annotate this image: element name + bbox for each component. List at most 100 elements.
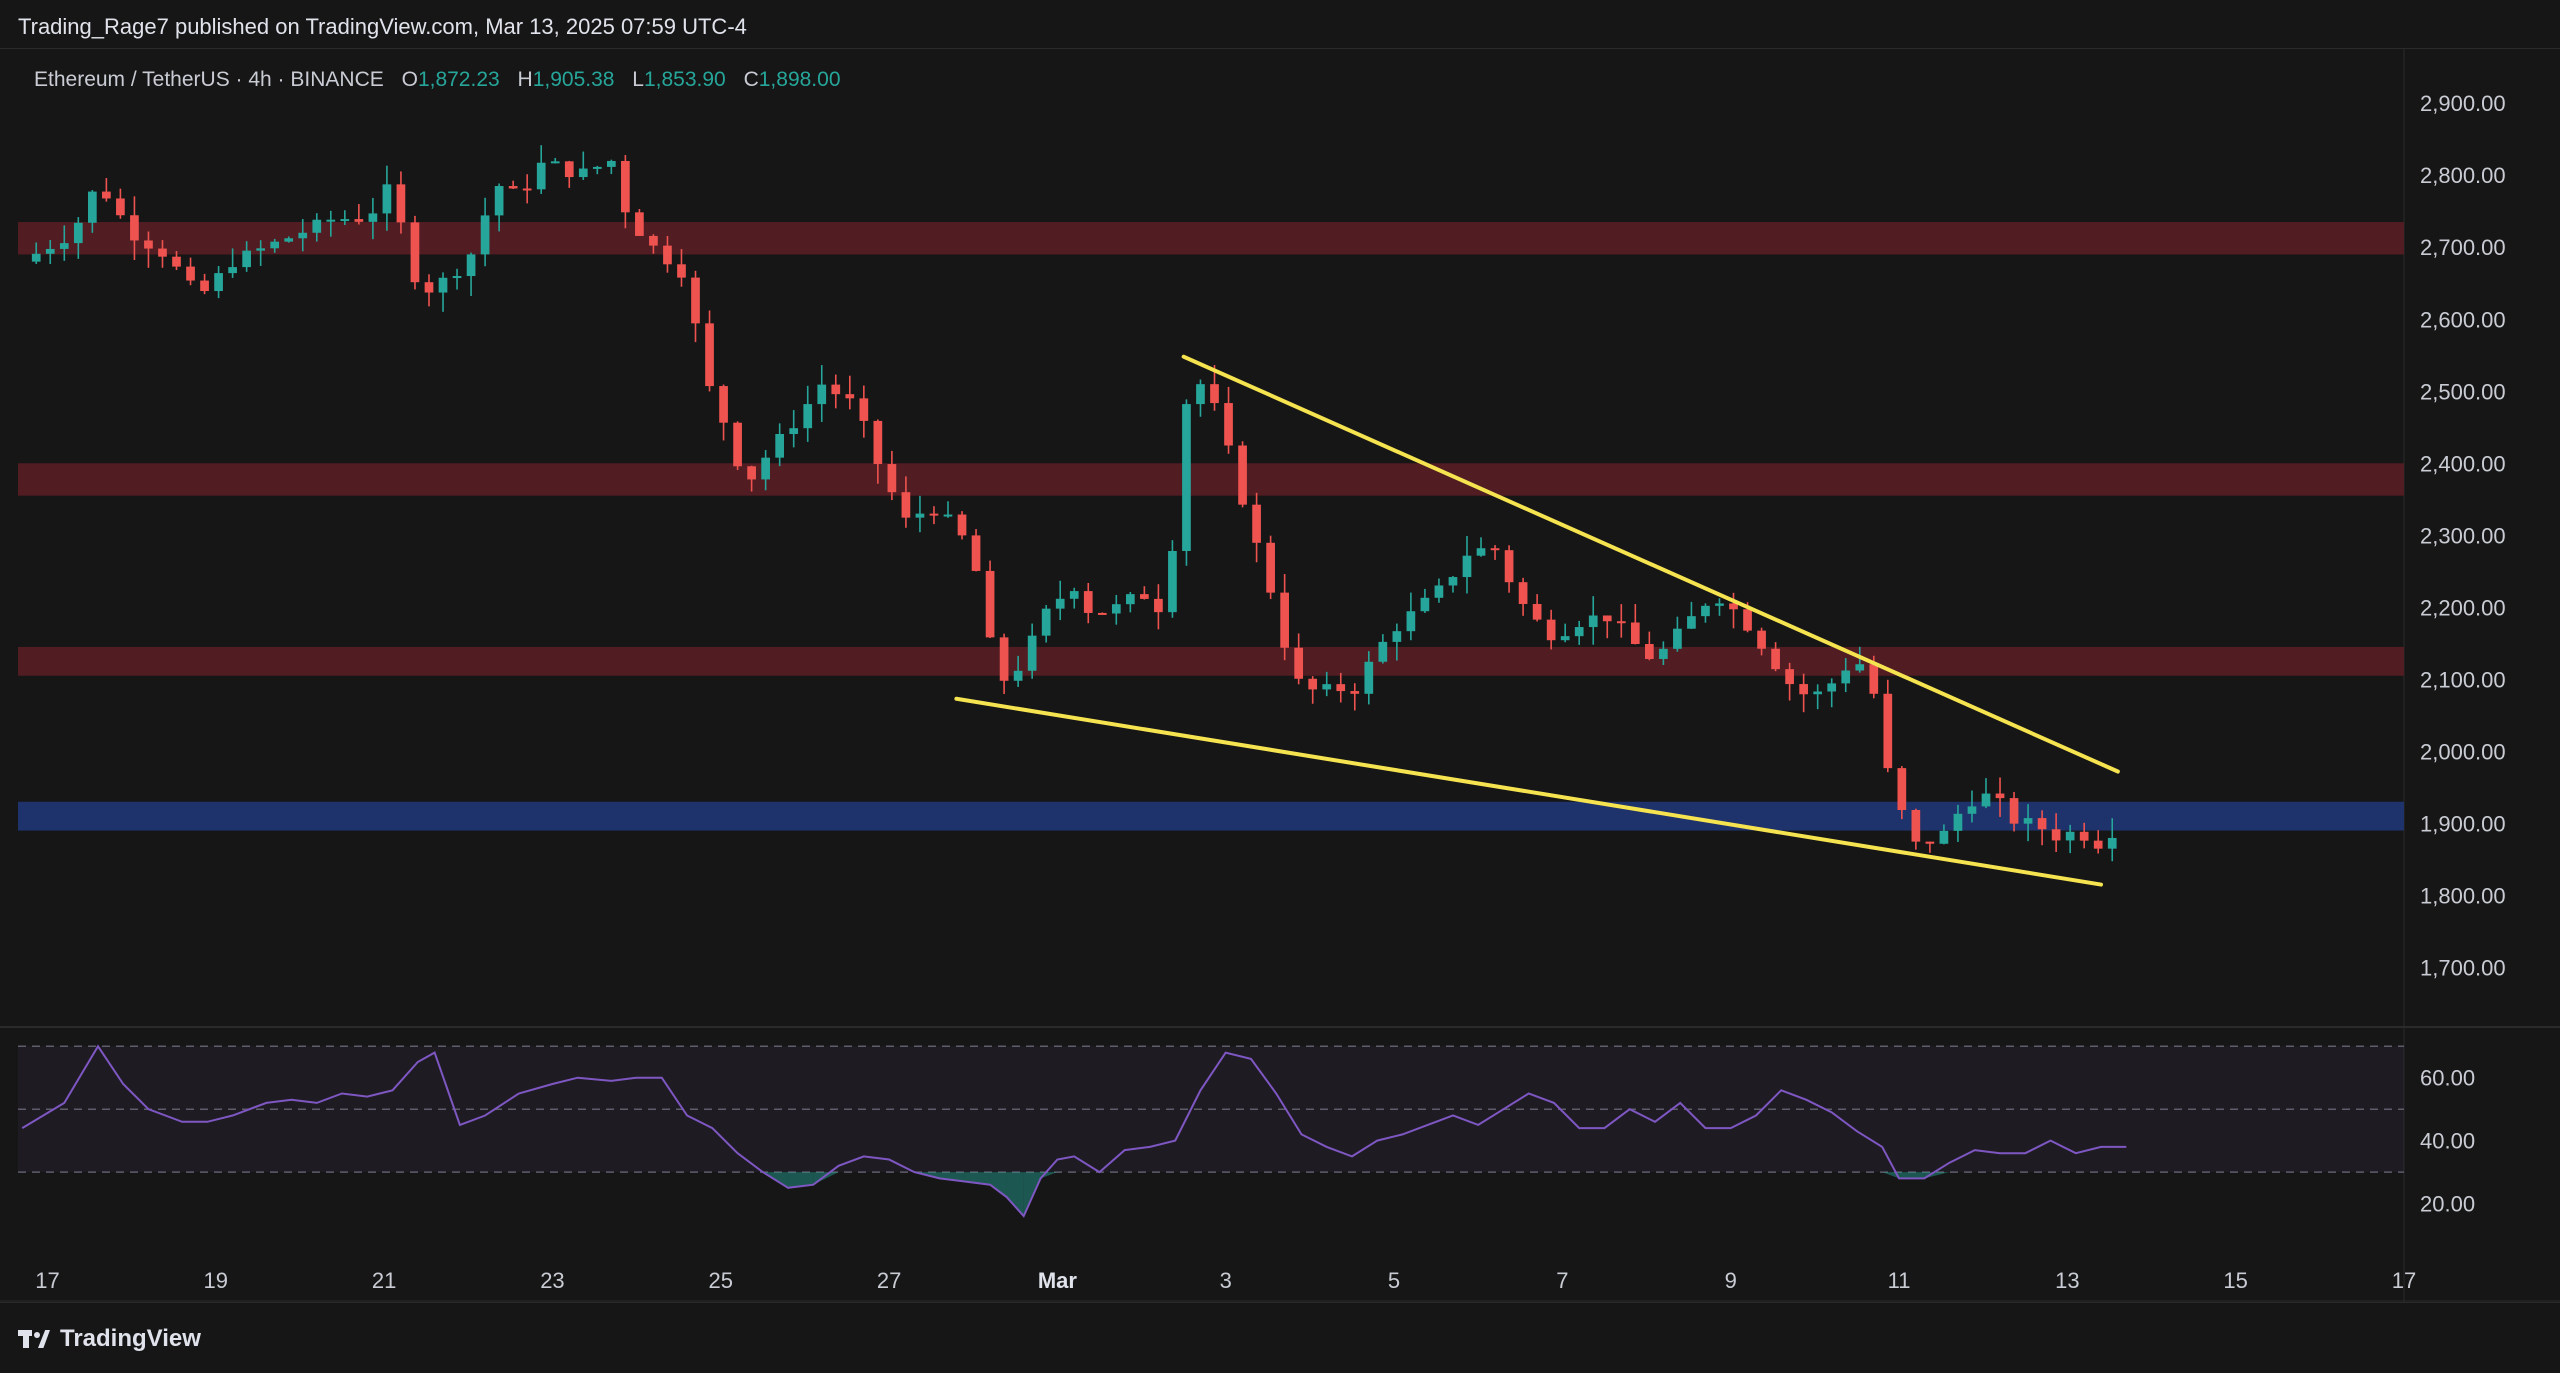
candle-up[interactable] bbox=[270, 241, 280, 249]
candle-down[interactable] bbox=[172, 256, 181, 267]
candle-down[interactable] bbox=[1490, 548, 1500, 551]
candle-up[interactable] bbox=[1182, 404, 1191, 552]
candle-down[interactable] bbox=[2009, 798, 2019, 824]
candle-up[interactable] bbox=[1476, 548, 1486, 556]
candle-down[interactable] bbox=[1911, 809, 1921, 842]
candle-up[interactable] bbox=[1841, 670, 1851, 684]
candle-up[interactable] bbox=[1560, 636, 1570, 641]
candle-down[interactable] bbox=[1925, 841, 1935, 844]
candle-up[interactable] bbox=[1574, 627, 1584, 637]
candle-down[interactable] bbox=[859, 398, 869, 421]
candle-up[interactable] bbox=[1434, 585, 1444, 598]
candle-down[interactable] bbox=[410, 222, 420, 283]
candle-up[interactable] bbox=[298, 232, 308, 239]
candle-down[interactable] bbox=[677, 264, 686, 278]
candle-down[interactable] bbox=[144, 240, 153, 249]
candle-up[interactable] bbox=[368, 213, 378, 222]
candle-up[interactable] bbox=[1448, 577, 1458, 586]
candle-up[interactable] bbox=[803, 404, 813, 429]
candle-down[interactable] bbox=[1518, 582, 1528, 605]
candle-down[interactable] bbox=[1771, 648, 1780, 670]
candle-up[interactable] bbox=[1813, 691, 1823, 695]
candle-up[interactable] bbox=[73, 222, 83, 244]
candle-up[interactable] bbox=[578, 168, 588, 178]
candle-down[interactable] bbox=[2093, 840, 2103, 849]
candle-down[interactable] bbox=[957, 514, 967, 536]
candle-down[interactable] bbox=[845, 394, 855, 399]
candle-up[interactable] bbox=[1392, 631, 1402, 642]
candle-down[interactable] bbox=[929, 513, 939, 516]
candle-down[interactable] bbox=[1266, 542, 1275, 593]
candle-down[interactable] bbox=[985, 570, 995, 638]
candle-down[interactable] bbox=[564, 161, 574, 178]
candle-up[interactable] bbox=[480, 215, 490, 255]
candle-down[interactable] bbox=[1532, 604, 1542, 620]
candle-up[interactable] bbox=[382, 184, 392, 214]
candle-down[interactable] bbox=[999, 637, 1009, 681]
candle-up[interactable] bbox=[550, 161, 560, 164]
candle-up[interactable] bbox=[817, 384, 827, 405]
candle-down[interactable] bbox=[971, 535, 981, 571]
candle-down[interactable] bbox=[1336, 684, 1346, 692]
candle-up[interactable] bbox=[2023, 818, 2033, 824]
candle-down[interactable] bbox=[1785, 669, 1794, 685]
candle-up[interactable] bbox=[789, 428, 799, 435]
candle-up[interactable] bbox=[438, 277, 448, 293]
candle-up[interactable] bbox=[1701, 605, 1710, 617]
candle-up[interactable] bbox=[1378, 641, 1388, 662]
candle-up[interactable] bbox=[1013, 670, 1023, 681]
candle-up[interactable] bbox=[536, 162, 546, 190]
candle-up[interactable] bbox=[214, 273, 223, 292]
candle-down[interactable] bbox=[2079, 831, 2089, 841]
candle-up[interactable] bbox=[312, 219, 322, 233]
candle-up[interactable] bbox=[2065, 831, 2075, 841]
candle-down[interactable] bbox=[901, 492, 911, 518]
candle-down[interactable] bbox=[1350, 691, 1360, 694]
candle-down[interactable] bbox=[733, 422, 742, 467]
candle-down[interactable] bbox=[116, 198, 125, 216]
candle-down[interactable] bbox=[200, 280, 209, 292]
candle-up[interactable] bbox=[1055, 598, 1065, 609]
candle-down[interactable] bbox=[1280, 592, 1289, 648]
candle-up[interactable] bbox=[775, 434, 785, 458]
candle-up[interactable] bbox=[1953, 813, 1963, 831]
candle-up[interactable] bbox=[1855, 664, 1865, 671]
candle-down[interactable] bbox=[130, 215, 139, 241]
chart-area[interactable]: 2,900.00 2,800.00 2,700.00 2,600.00 2,500.00… bbox=[0, 49, 2560, 1302]
candle-up[interactable] bbox=[1111, 604, 1121, 614]
chart-canvas[interactable]: 2,900.00 2,800.00 2,700.00 2,600.00 2,500.00… bbox=[0, 49, 2560, 1302]
candle-down[interactable] bbox=[1799, 684, 1808, 695]
candle-down[interactable] bbox=[1224, 403, 1233, 446]
candle-down[interactable] bbox=[1546, 619, 1556, 641]
candle-down[interactable] bbox=[1897, 768, 1907, 810]
candle-down[interactable] bbox=[873, 420, 883, 465]
rsi-line[interactable] bbox=[21, 1044, 2127, 1218]
candle-down[interactable] bbox=[1504, 550, 1514, 583]
candle-down[interactable] bbox=[2051, 829, 2061, 841]
candle-down[interactable] bbox=[719, 386, 728, 423]
candle-up[interactable] bbox=[45, 248, 55, 254]
candle-up[interactable] bbox=[1196, 384, 1205, 405]
candle-down[interactable] bbox=[691, 277, 700, 324]
candle-down[interactable] bbox=[102, 191, 111, 199]
trendline-lower[interactable] bbox=[954, 696, 2104, 887]
candle-up[interactable] bbox=[242, 250, 251, 268]
candle-down[interactable] bbox=[831, 384, 841, 395]
candle-up[interactable] bbox=[1939, 830, 1949, 844]
candle-up[interactable] bbox=[452, 276, 462, 279]
candle-up[interactable] bbox=[1027, 635, 1037, 671]
candle-up[interactable] bbox=[592, 166, 602, 169]
candle-down[interactable] bbox=[1238, 445, 1247, 505]
candle-down[interactable] bbox=[747, 466, 756, 480]
candle-down[interactable] bbox=[1602, 615, 1612, 622]
candle-down[interactable] bbox=[2037, 818, 2047, 830]
candle-up[interactable] bbox=[1420, 597, 1430, 612]
candle-down[interactable] bbox=[1252, 504, 1261, 543]
candle-up[interactable] bbox=[1406, 611, 1416, 632]
candle-up[interactable] bbox=[1125, 594, 1135, 605]
candle-down[interactable] bbox=[649, 235, 658, 246]
candle-up[interactable] bbox=[228, 267, 237, 274]
candle-down[interactable] bbox=[663, 245, 672, 265]
candle-down[interactable] bbox=[1097, 612, 1107, 615]
candle-up[interactable] bbox=[256, 248, 266, 251]
